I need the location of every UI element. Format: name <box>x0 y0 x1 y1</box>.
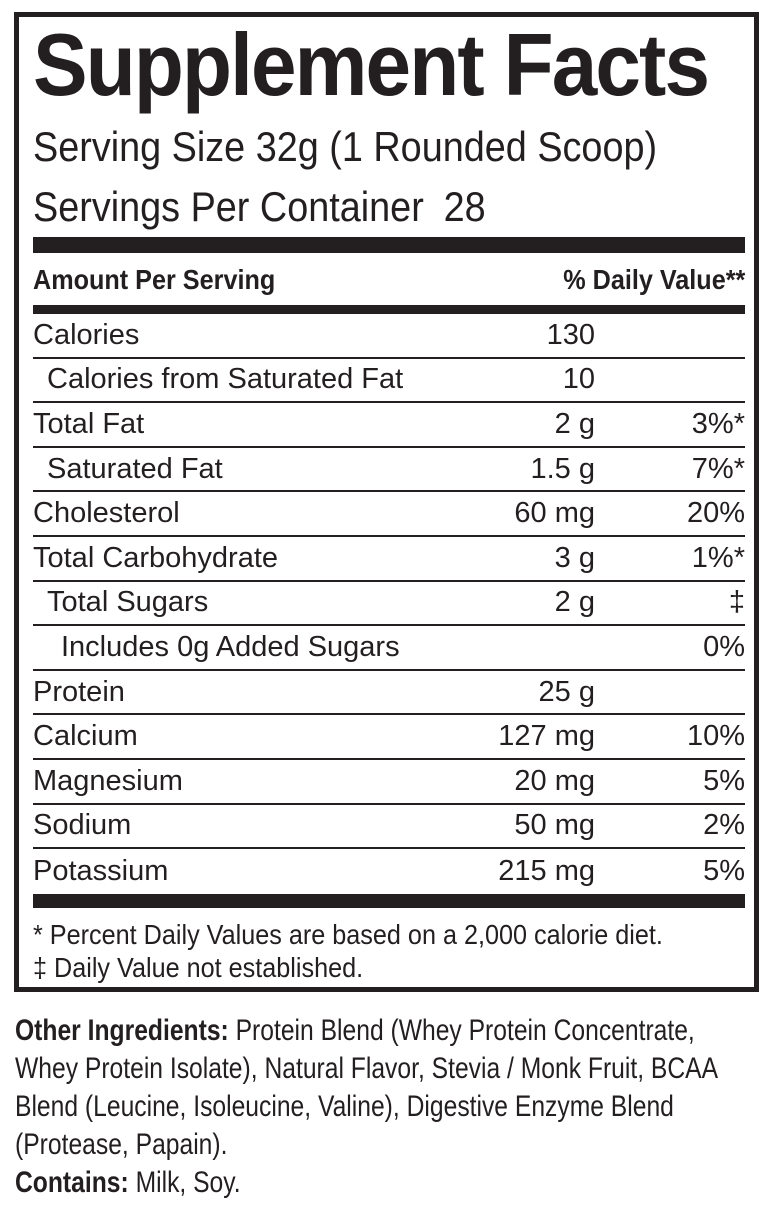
nutrient-daily-value: 7%* <box>691 452 745 485</box>
nutrient-daily-value: 5% <box>703 854 745 887</box>
column-header-row: Amount Per Serving % Daily Value** <box>33 253 745 305</box>
contains-paragraph: Contains: Milk, Soy. <box>15 1164 755 1202</box>
divider-thick-top <box>33 237 745 253</box>
nutrient-daily-value: 10% <box>686 720 745 753</box>
nutrient-row: Total Sugars 2 g ‡ <box>33 582 745 627</box>
nutrient-name: Calories <box>33 318 140 351</box>
nutrient-row: Cholesterol 60 mg 20% <box>33 492 745 537</box>
footnote-not-established: ‡ Daily Value not established. <box>33 951 364 983</box>
nutrient-daily-value: 1%* <box>691 541 745 574</box>
nutrient-amount: 25 g <box>538 675 595 708</box>
nutrient-row: Total Fat 2 g 3%* <box>33 403 745 448</box>
nutrient-daily-value: 3%* <box>691 407 745 440</box>
nutrient-daily-value: 5% <box>703 764 745 797</box>
nutrient-amount: 2 g <box>554 407 595 440</box>
nutrient-name: Total Sugars <box>47 586 209 619</box>
nutrient-row: Saturated Fat 1.5 g 7%* <box>33 448 745 493</box>
nutrient-amount: 1.5 g <box>530 452 596 485</box>
nutrient-amount: 130 <box>546 318 595 351</box>
nutrient-name: Total Carbohydrate <box>33 541 279 574</box>
nutrient-amount: 2 g <box>554 586 595 619</box>
nutrient-row: Calories 130 <box>33 314 745 359</box>
nutrient-name: Calories from Saturated Fat <box>47 363 404 396</box>
servings-per-container: Servings Per Container 28 <box>33 177 674 237</box>
divider-thick-bottom <box>33 893 745 908</box>
nutrient-row: Calcium 127 mg 10% <box>33 715 745 760</box>
nutrient-daily-value: 0% <box>703 630 745 663</box>
nutrient-amount: 50 mg <box>514 809 595 842</box>
amount-per-serving-header: Amount Per Serving <box>33 264 276 295</box>
daily-value-header: % Daily Value** <box>562 264 745 295</box>
nutrient-amount: 127 mg <box>498 720 595 753</box>
nutrient-row: Protein 25 g <box>33 671 745 716</box>
nutrient-row: Includes 0g Added Sugars 0% <box>33 626 745 671</box>
nutrient-name: Calcium <box>33 720 138 753</box>
servings-per-container-value: 28 <box>443 183 486 230</box>
supplement-facts-panel: Supplement Facts Serving Size 32g (1 Rou… <box>14 12 759 992</box>
footnote-daily-values: * Percent Daily Values are based on a 2,… <box>33 918 663 950</box>
servings-per-container-label: Servings Per Container <box>33 183 424 230</box>
nutrient-row: Calories from Saturated Fat 10 <box>33 359 745 404</box>
footnotes: * Percent Daily Values are based on a 2,… <box>33 908 745 984</box>
nutrient-name: Saturated Fat <box>47 452 223 485</box>
nutrient-name: Magnesium <box>33 764 183 797</box>
other-ingredients-label: Other Ingredients: <box>15 1014 229 1047</box>
other-ingredients-paragraph: Other Ingredients: Protein Blend (Whey P… <box>15 1012 755 1164</box>
nutrient-daily-value: 2% <box>703 809 745 842</box>
divider-medium <box>33 305 745 314</box>
nutrient-name: Includes 0g Added Sugars <box>61 630 400 663</box>
nutrient-row: Sodium 50 mg 2% <box>33 805 745 850</box>
contains-label: Contains: <box>15 1166 129 1199</box>
nutrient-amount: 20 mg <box>514 764 595 797</box>
nutrient-name: Cholesterol <box>33 497 180 530</box>
nutrient-name: Potassium <box>33 854 169 887</box>
nutrient-amount: 3 g <box>554 541 595 574</box>
nutrient-daily-value: 20% <box>686 497 745 530</box>
nutrient-name: Total Fat <box>33 407 145 440</box>
serving-size-text: Serving Size 32g (1 Rounded Scoop) <box>33 123 658 170</box>
nutrient-name: Sodium <box>33 809 132 842</box>
nutrient-amount: 60 mg <box>514 497 595 530</box>
ingredients-section: Other Ingredients: Protein Blend (Whey P… <box>15 1012 755 1202</box>
nutrient-amount: 215 mg <box>498 854 595 887</box>
other-ingredients-text: Protein Blend (Whey Protein Concentrate,… <box>15 1014 717 1161</box>
nutrient-daily-value: ‡ <box>728 586 745 619</box>
panel-title: Supplement Facts <box>33 15 710 114</box>
nutrient-row: Total Carbohydrate 3 g 1%* <box>33 537 745 582</box>
nutrient-rows: Calories 130 Calories from Saturated Fat… <box>33 314 745 894</box>
nutrient-amount: 10 <box>562 363 595 396</box>
nutrient-name: Protein <box>33 675 125 708</box>
nutrient-row: Potassium 215 mg 5% <box>33 849 745 894</box>
nutrient-row: Magnesium 20 mg 5% <box>33 760 745 805</box>
contains-text: Milk, Soy. <box>135 1166 241 1199</box>
